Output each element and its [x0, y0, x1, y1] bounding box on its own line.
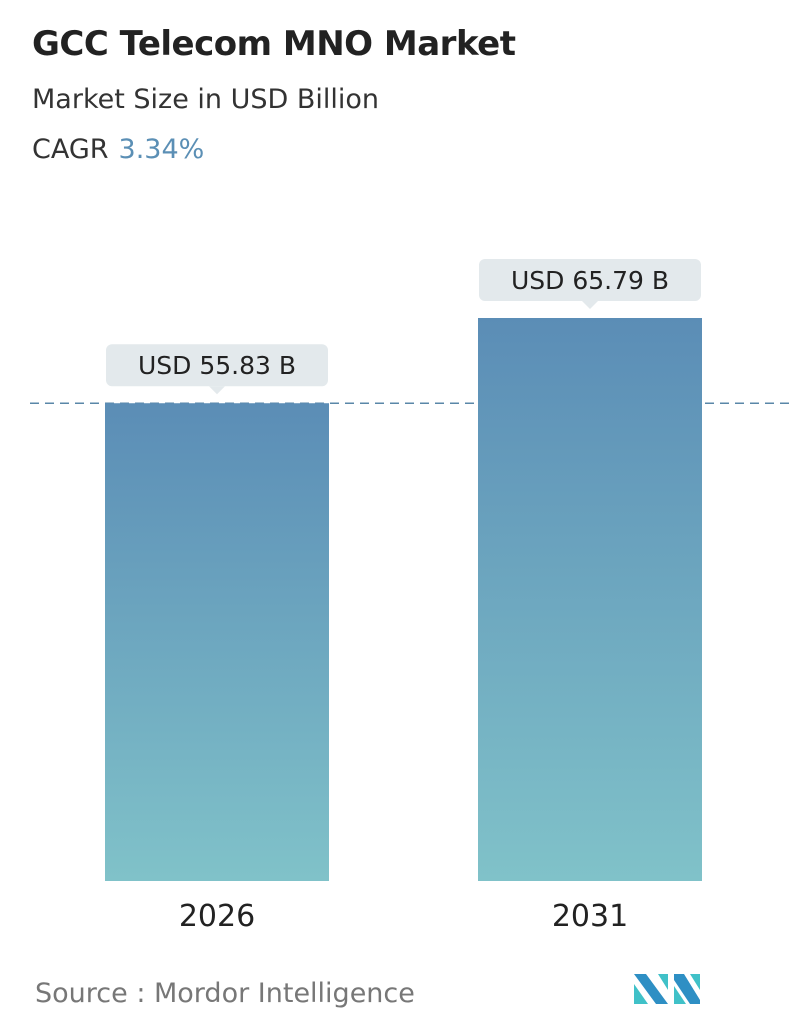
bar-2031 — [478, 318, 702, 881]
data-label-bg — [479, 259, 701, 301]
data-label: USD 55.83 B — [138, 351, 296, 380]
data-label-pointer — [209, 386, 225, 395]
bar-2026 — [105, 403, 329, 881]
cagr-value: 3.34% — [118, 134, 205, 165]
chart-subtitle: Market Size in USD Billion — [32, 84, 380, 115]
data-label: USD 65.79 B — [511, 266, 669, 295]
source-text: Source : Mordor Intelligence — [35, 978, 415, 1009]
cagr: CAGR 3.34% — [32, 134, 204, 165]
mordor-logo — [634, 974, 700, 1004]
data-label-pointer — [582, 301, 598, 309]
x-tick-label: 2026 — [179, 899, 255, 934]
data-label-bg — [106, 344, 328, 387]
x-tick-label: 2031 — [552, 899, 628, 934]
chart-title: GCC Telecom MNO Market — [32, 24, 516, 64]
cagr-label: CAGR — [32, 134, 109, 165]
